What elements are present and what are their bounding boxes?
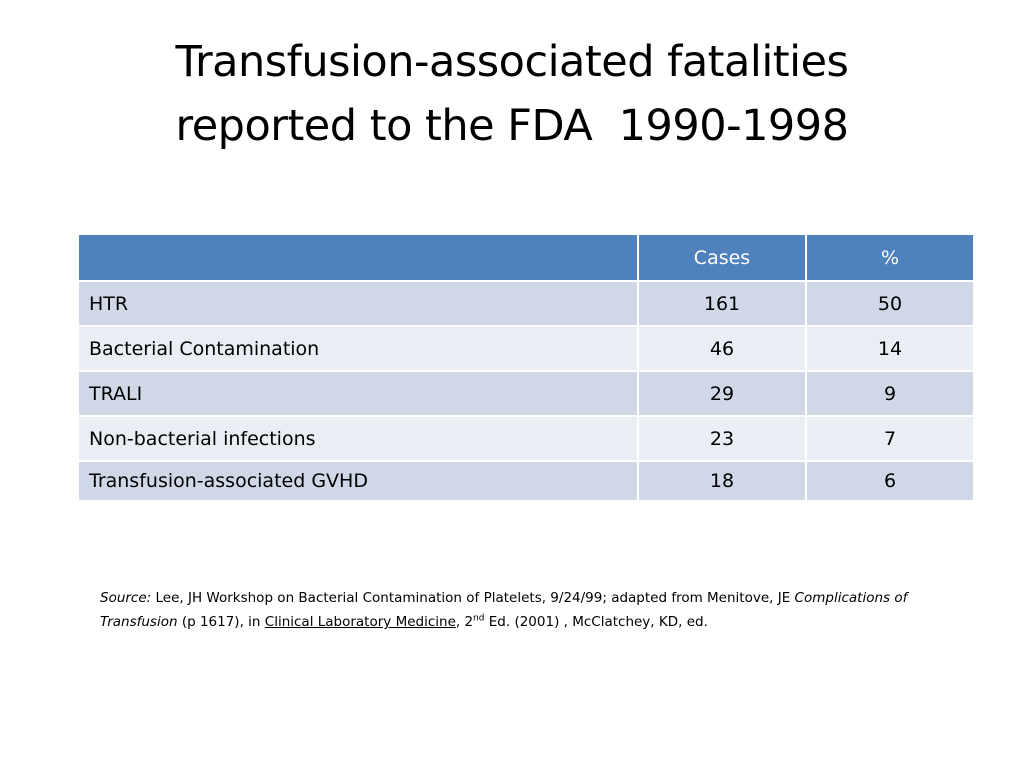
row-label: Non-bacterial infections	[77, 415, 639, 462]
source-text-2: (p 1617), in	[177, 614, 265, 630]
row-label: HTR	[77, 280, 639, 327]
source-edition-superscript: nd	[473, 613, 485, 624]
source-book-title: Clinical Laboratory Medicine	[264, 614, 456, 630]
table-header-row: Cases %	[77, 233, 975, 282]
table-row: HTR 161 50	[77, 280, 975, 327]
row-percent: 7	[805, 415, 975, 462]
row-label: TRALI	[77, 370, 639, 417]
table-row: TRALI 29 9	[77, 370, 975, 417]
table-row: Non-bacterial infections 23 7	[77, 415, 975, 462]
row-cases: 29	[637, 370, 807, 417]
source-label: Source:	[100, 590, 152, 606]
row-label: Bacterial Contamination	[77, 325, 639, 372]
header-cell-percent: %	[805, 233, 975, 282]
row-cases: 18	[637, 460, 807, 502]
source-text-4: Ed. (2001) , McClatchey, KD, ed.	[484, 614, 708, 630]
source-text-1: Lee, JH Workshop on Bacterial Contaminat…	[151, 590, 795, 606]
slide-title-line-1: Transfusion-associated fatalities	[175, 37, 849, 87]
header-cell-cases: Cases	[637, 233, 807, 282]
row-percent: 50	[805, 280, 975, 327]
row-cases: 161	[637, 280, 807, 327]
row-percent: 6	[805, 460, 975, 502]
header-cell-label	[77, 233, 639, 282]
row-percent: 14	[805, 325, 975, 372]
row-cases: 23	[637, 415, 807, 462]
slide-title-line-2: reported to the FDA 1990-1998	[175, 101, 849, 151]
row-percent: 9	[805, 370, 975, 417]
source-citation: Source: Lee, JH Workshop on Bacterial Co…	[100, 586, 950, 634]
fatalities-table: Cases % HTR 161 50 Bacterial Contaminati…	[77, 233, 975, 502]
table-row: Bacterial Contamination 46 14	[77, 325, 975, 372]
source-text-3: , 2	[455, 614, 474, 630]
source-work-title: Complications of Transfusion	[100, 590, 908, 630]
table-row: Transfusion-associated GVHD 18 6	[77, 460, 975, 502]
row-cases: 46	[637, 325, 807, 372]
row-label: Transfusion-associated GVHD	[77, 460, 639, 502]
slide-title: Transfusion-associated fatalities report…	[0, 30, 1024, 158]
